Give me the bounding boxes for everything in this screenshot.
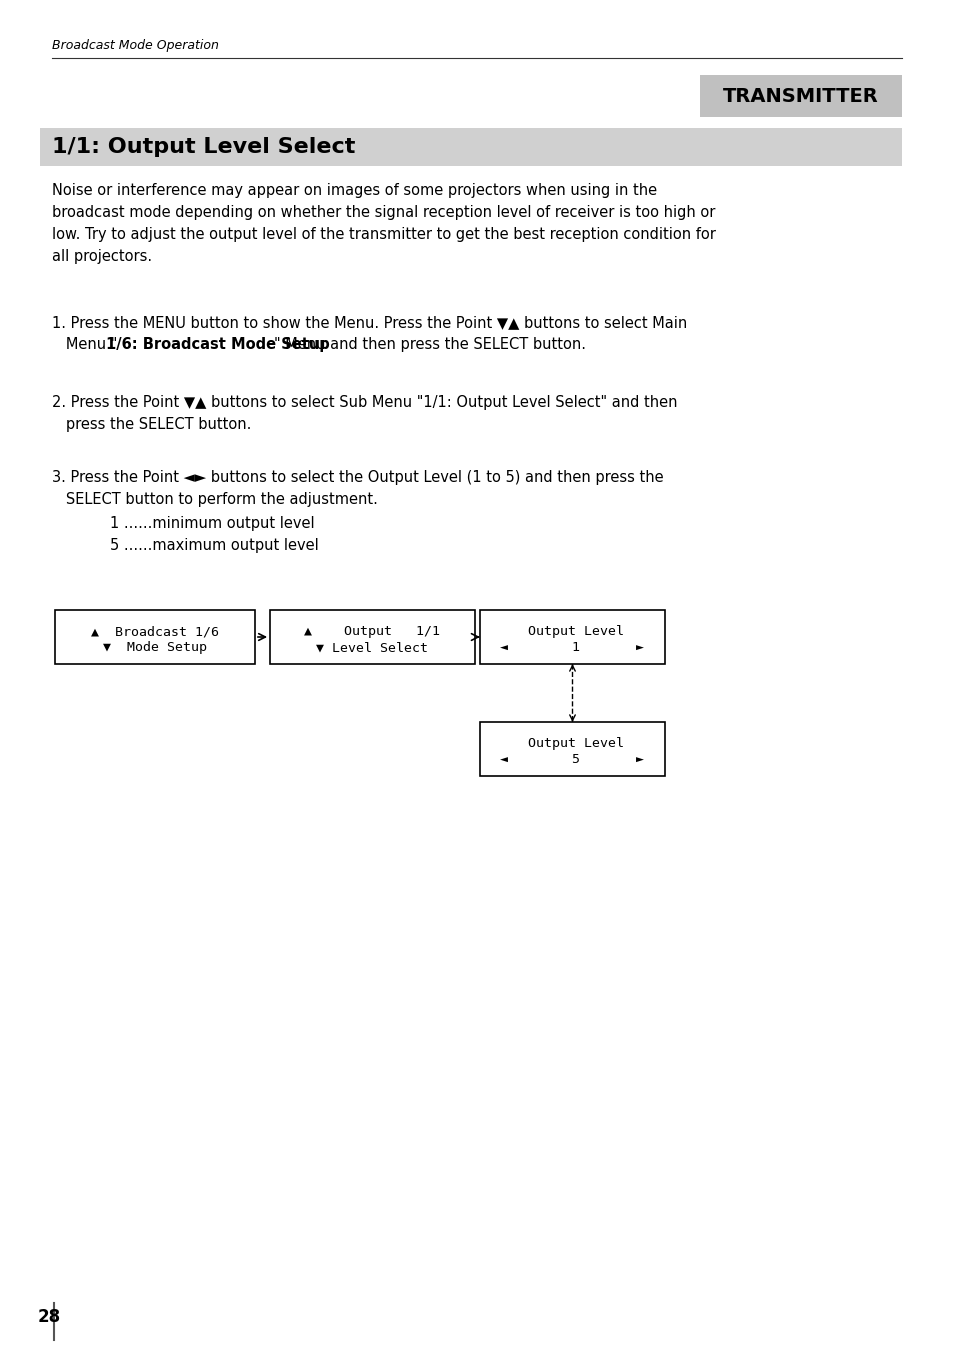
Bar bbox=[55, 611, 254, 663]
Text: 5 ......maximum output level: 5 ......maximum output level bbox=[110, 538, 318, 552]
Text: ▲  Broadcast 1/6: ▲ Broadcast 1/6 bbox=[91, 626, 219, 638]
Text: 1. Press the MENU button to show the Menu. Press the Point ▼▲ buttons to select : 1. Press the MENU button to show the Men… bbox=[52, 315, 686, 330]
Text: 1/6: Broadcast Mode Setup: 1/6: Broadcast Mode Setup bbox=[107, 337, 330, 352]
Bar bbox=[479, 611, 664, 663]
Bar bbox=[40, 129, 901, 167]
Text: Menu ": Menu " bbox=[52, 337, 117, 352]
Text: " Menu and then press the SELECT button.: " Menu and then press the SELECT button. bbox=[274, 337, 585, 352]
Bar bbox=[700, 74, 901, 116]
Bar bbox=[270, 611, 475, 663]
Text: SELECT button to perform the adjustment.: SELECT button to perform the adjustment. bbox=[52, 492, 377, 506]
Text: Noise or interference may appear on images of some projectors when using in the: Noise or interference may appear on imag… bbox=[52, 183, 657, 198]
Text: ▲    Output   1/1: ▲ Output 1/1 bbox=[304, 626, 440, 638]
Text: broadcast mode depending on whether the signal reception level of receiver is to: broadcast mode depending on whether the … bbox=[52, 204, 715, 219]
Text: 28: 28 bbox=[38, 1308, 61, 1326]
Text: all projectors.: all projectors. bbox=[52, 249, 152, 264]
Text: TRANSMITTER: TRANSMITTER bbox=[722, 87, 878, 106]
Text: ▼ Level Select: ▼ Level Select bbox=[316, 642, 428, 654]
Text: Output Level: Output Level bbox=[520, 626, 624, 638]
Bar bbox=[479, 722, 664, 776]
Text: ◄        1       ►: ◄ 1 ► bbox=[500, 642, 644, 654]
Text: ◄        5       ►: ◄ 5 ► bbox=[500, 753, 644, 766]
Text: 1/1: Output Level Select: 1/1: Output Level Select bbox=[52, 137, 355, 157]
Text: ▼  Mode Setup: ▼ Mode Setup bbox=[103, 642, 207, 654]
Text: 3. Press the Point ◄► buttons to select the Output Level (1 to 5) and then press: 3. Press the Point ◄► buttons to select … bbox=[52, 470, 663, 485]
Text: 1 ......minimum output level: 1 ......minimum output level bbox=[110, 516, 314, 531]
Text: press the SELECT button.: press the SELECT button. bbox=[52, 417, 251, 432]
Text: Output Level: Output Level bbox=[520, 737, 624, 750]
Text: 2. Press the Point ▼▲ buttons to select Sub Menu "1/1: Output Level Select" and : 2. Press the Point ▼▲ buttons to select … bbox=[52, 395, 677, 410]
Text: Broadcast Mode Operation: Broadcast Mode Operation bbox=[52, 39, 218, 51]
Text: low. Try to adjust the output level of the transmitter to get the best reception: low. Try to adjust the output level of t… bbox=[52, 227, 715, 242]
